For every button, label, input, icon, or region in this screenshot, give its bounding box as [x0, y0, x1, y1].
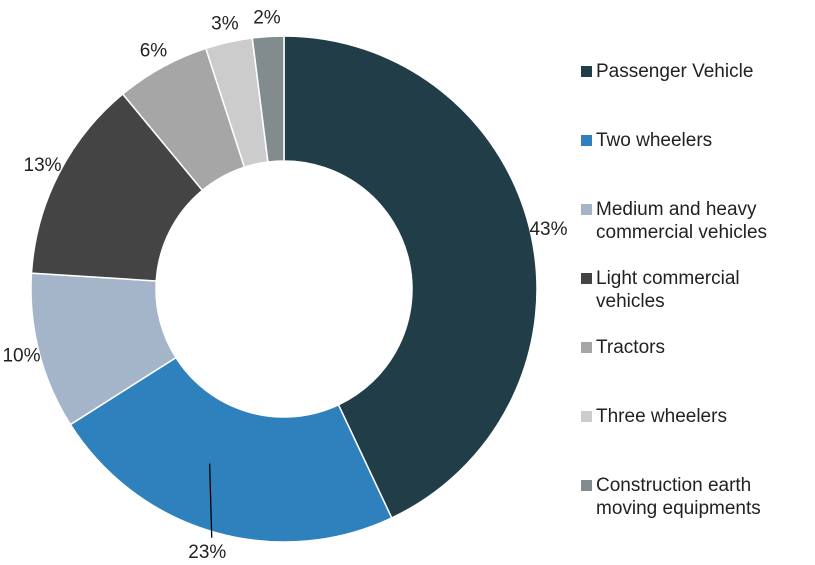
legend-item: Three wheelers: [581, 405, 813, 474]
legend-swatch: [581, 135, 592, 146]
legend-label: Passenger Vehicle: [596, 61, 754, 82]
data-label: 10%: [2, 345, 40, 366]
leader-line: [208, 463, 213, 538]
data-label: 23%: [188, 542, 226, 563]
legend-swatch: [581, 66, 592, 77]
data-label: 3%: [211, 14, 239, 35]
legend-label: Two wheelers: [596, 130, 713, 151]
legend-item: Tractors: [581, 336, 813, 405]
donut-slice: [69, 356, 393, 543]
data-label: 6%: [140, 41, 168, 62]
data-label: 13%: [24, 155, 62, 176]
legend-swatch: [581, 411, 592, 422]
donut-slice: [251, 35, 285, 163]
legend-label: Light commercial vehicles: [596, 268, 740, 312]
legend-swatch: [581, 480, 592, 491]
legend-label: Tractors: [596, 337, 665, 358]
legend-item: Passenger Vehicle: [581, 60, 813, 129]
chart: 43% 23% 10% 13% 6% 3% 2%: [2, 8, 567, 564]
legend-item: Construction earth moving equipments: [581, 474, 813, 543]
legend-label: Medium and heavy commercial vehicles: [596, 199, 768, 243]
legend: Passenger Vehicle Two wheelers Medium and …: [581, 60, 813, 543]
legend-swatch: [581, 273, 592, 284]
legend-item: Two wheelers: [581, 129, 813, 198]
legend-item: Light commercial vehicles: [581, 267, 813, 336]
data-label: 43%: [529, 219, 567, 240]
legend-swatch: [581, 204, 592, 215]
legend-swatch: [581, 342, 592, 353]
legend-label: Three wheelers: [596, 406, 727, 427]
donut-slice: [283, 35, 538, 519]
legend-item: Medium and heavy commercial vehicles: [581, 198, 813, 267]
legend-label: Construction earth moving equipments: [596, 475, 761, 519]
data-label: 2%: [253, 8, 281, 29]
